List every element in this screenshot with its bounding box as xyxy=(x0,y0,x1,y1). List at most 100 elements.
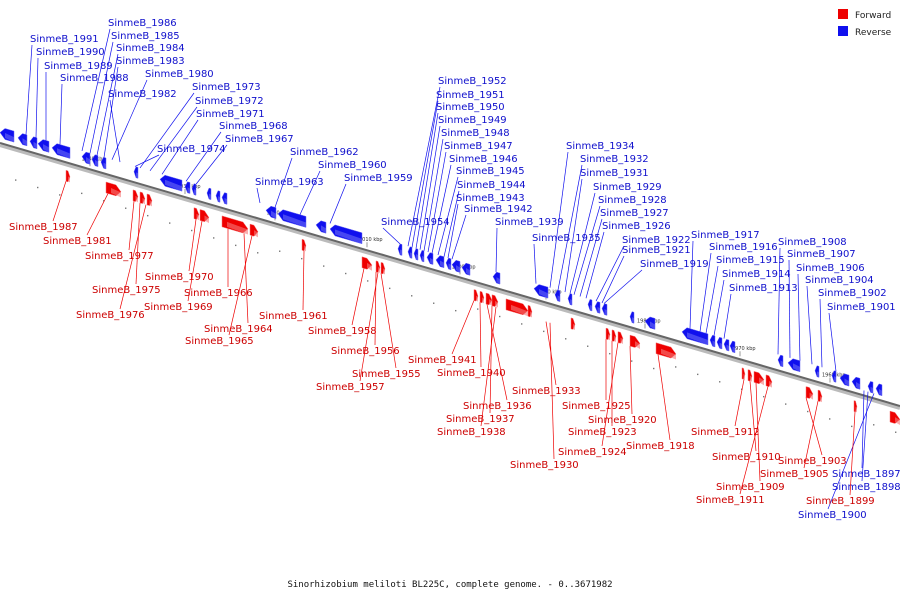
forward-gene[interactable] xyxy=(65,169,71,183)
forward-gene-label[interactable]: SinmeB_1925 xyxy=(562,401,631,412)
reverse-gene[interactable] xyxy=(29,136,38,150)
reverse-gene[interactable] xyxy=(51,143,71,159)
reverse-gene[interactable] xyxy=(277,209,307,228)
reverse-gene-label[interactable]: SinmeB_1935 xyxy=(532,233,601,244)
reverse-gene-label[interactable]: SinmeB_1985 xyxy=(111,31,180,42)
reverse-gene-label[interactable]: SinmeB_1960 xyxy=(318,160,387,171)
reverse-gene[interactable] xyxy=(315,220,327,234)
reverse-gene[interactable] xyxy=(191,183,197,196)
forward-gene[interactable] xyxy=(361,256,373,271)
forward-gene-label[interactable]: SinmeB_1965 xyxy=(185,336,254,347)
reverse-gene-label[interactable]: SinmeB_1971 xyxy=(196,109,265,120)
forward-gene[interactable] xyxy=(611,329,617,343)
reverse-gene-label[interactable]: SinmeB_1904 xyxy=(805,275,874,286)
reverse-gene[interactable] xyxy=(723,339,730,352)
reverse-gene-label[interactable]: SinmeB_1915 xyxy=(716,255,785,266)
forward-gene[interactable] xyxy=(817,389,823,403)
forward-gene[interactable] xyxy=(375,260,381,274)
reverse-gene-label[interactable]: SinmeB_1921 xyxy=(622,245,691,256)
reverse-gene[interactable] xyxy=(133,166,139,179)
reverse-gene-label[interactable]: SinmeB_1948 xyxy=(441,128,510,139)
reverse-gene-label[interactable]: SinmeB_1914 xyxy=(722,269,791,280)
reverse-gene[interactable] xyxy=(397,243,403,256)
forward-gene[interactable] xyxy=(629,334,641,350)
reverse-gene[interactable] xyxy=(159,174,183,192)
forward-gene-label[interactable]: SinmeB_1964 xyxy=(204,324,273,335)
forward-gene-label[interactable]: SinmeB_1936 xyxy=(463,401,532,412)
reverse-gene-label[interactable]: SinmeB_1906 xyxy=(796,263,865,274)
forward-gene[interactable] xyxy=(301,238,307,252)
reverse-gene-label[interactable]: SinmeB_1944 xyxy=(457,180,526,191)
reverse-gene[interactable] xyxy=(445,257,452,271)
reverse-gene-label[interactable]: SinmeB_1916 xyxy=(709,242,778,253)
forward-gene-label[interactable]: SinmeB_1975 xyxy=(92,285,161,296)
reverse-gene[interactable] xyxy=(329,224,363,245)
forward-gene-label[interactable]: SinmeB_1910 xyxy=(712,452,781,463)
reverse-gene-label[interactable]: SinmeB_1952 xyxy=(438,76,507,87)
forward-gene[interactable] xyxy=(479,290,485,304)
reverse-gene[interactable] xyxy=(206,187,212,200)
forward-gene-label[interactable]: SinmeB_1903 xyxy=(778,456,847,467)
reverse-gene[interactable] xyxy=(451,259,461,273)
reverse-gene-label[interactable]: SinmeB_1984 xyxy=(116,43,185,54)
reverse-gene[interactable] xyxy=(777,354,784,368)
reverse-gene-label[interactable]: SinmeB_1991 xyxy=(30,34,99,45)
reverse-gene-label[interactable]: SinmeB_1942 xyxy=(464,204,533,215)
reverse-gene[interactable] xyxy=(681,327,709,346)
forward-gene-label[interactable]: SinmeB_1976 xyxy=(76,310,145,321)
forward-gene[interactable] xyxy=(485,292,493,306)
forward-gene-label[interactable]: SinmeB_1937 xyxy=(446,414,515,425)
reverse-gene-label[interactable]: SinmeB_1959 xyxy=(344,173,413,184)
forward-gene-label[interactable]: SinmeB_1924 xyxy=(558,447,627,458)
forward-gene-label[interactable]: SinmeB_1987 xyxy=(9,222,78,233)
forward-gene[interactable] xyxy=(199,209,210,224)
reverse-gene[interactable] xyxy=(435,255,445,269)
reverse-gene-label[interactable]: SinmeB_1988 xyxy=(60,73,129,84)
forward-gene[interactable] xyxy=(491,294,499,308)
reverse-gene-label[interactable]: SinmeB_1954 xyxy=(381,217,450,228)
forward-gene[interactable] xyxy=(605,327,611,341)
forward-gene[interactable] xyxy=(249,223,259,238)
reverse-gene-label[interactable]: SinmeB_1947 xyxy=(444,141,513,152)
reverse-gene[interactable] xyxy=(419,250,425,263)
reverse-gene-label[interactable]: SinmeB_1928 xyxy=(598,195,667,206)
forward-gene-label[interactable]: SinmeB_1899 xyxy=(806,496,875,507)
forward-gene-label[interactable]: SinmeB_1940 xyxy=(437,368,506,379)
reverse-gene[interactable] xyxy=(716,336,723,350)
forward-gene-label[interactable]: SinmeB_1930 xyxy=(510,460,579,471)
reverse-gene[interactable] xyxy=(709,334,716,348)
forward-gene[interactable] xyxy=(617,331,624,345)
forward-gene-label[interactable]: SinmeB_1966 xyxy=(184,288,253,299)
reverse-gene-label[interactable]: SinmeB_1950 xyxy=(436,102,505,113)
forward-gene-label[interactable]: SinmeB_1956 xyxy=(331,346,400,357)
forward-gene-label[interactable]: SinmeB_1981 xyxy=(43,236,112,247)
forward-gene[interactable] xyxy=(146,193,153,207)
forward-gene[interactable] xyxy=(221,215,249,235)
forward-gene-label[interactable]: SinmeB_1970 xyxy=(145,272,214,283)
reverse-gene[interactable] xyxy=(839,373,850,387)
reverse-gene-label[interactable]: SinmeB_1908 xyxy=(778,237,847,248)
reverse-gene-label[interactable]: SinmeB_1943 xyxy=(456,193,525,204)
forward-gene[interactable] xyxy=(889,410,900,425)
forward-gene[interactable] xyxy=(193,207,200,221)
reverse-gene-label[interactable]: SinmeB_1931 xyxy=(580,168,649,179)
reverse-gene[interactable] xyxy=(629,311,635,324)
forward-gene[interactable] xyxy=(505,298,529,317)
forward-gene-label[interactable]: SinmeB_1941 xyxy=(408,355,477,366)
forward-gene-label[interactable]: SinmeB_1938 xyxy=(437,427,506,438)
forward-gene[interactable] xyxy=(132,189,139,203)
reverse-gene[interactable] xyxy=(644,316,656,330)
reverse-gene[interactable] xyxy=(587,299,593,312)
forward-gene-label[interactable]: SinmeB_1912 xyxy=(691,427,760,438)
forward-gene[interactable] xyxy=(105,181,122,198)
reverse-gene-label[interactable]: SinmeB_1945 xyxy=(456,166,525,177)
forward-gene-label[interactable]: SinmeB_1918 xyxy=(626,441,695,452)
forward-gene[interactable] xyxy=(139,191,146,205)
forward-gene-label[interactable]: SinmeB_1969 xyxy=(144,302,213,313)
reverse-gene[interactable] xyxy=(554,289,561,302)
reverse-gene[interactable] xyxy=(461,262,471,276)
reverse-gene-label[interactable]: SinmeB_1900 xyxy=(798,510,867,521)
reverse-gene-label[interactable]: SinmeB_1932 xyxy=(580,154,649,165)
forward-gene-label[interactable]: SinmeB_1955 xyxy=(352,369,421,380)
reverse-gene-label[interactable]: SinmeB_1951 xyxy=(436,90,505,101)
